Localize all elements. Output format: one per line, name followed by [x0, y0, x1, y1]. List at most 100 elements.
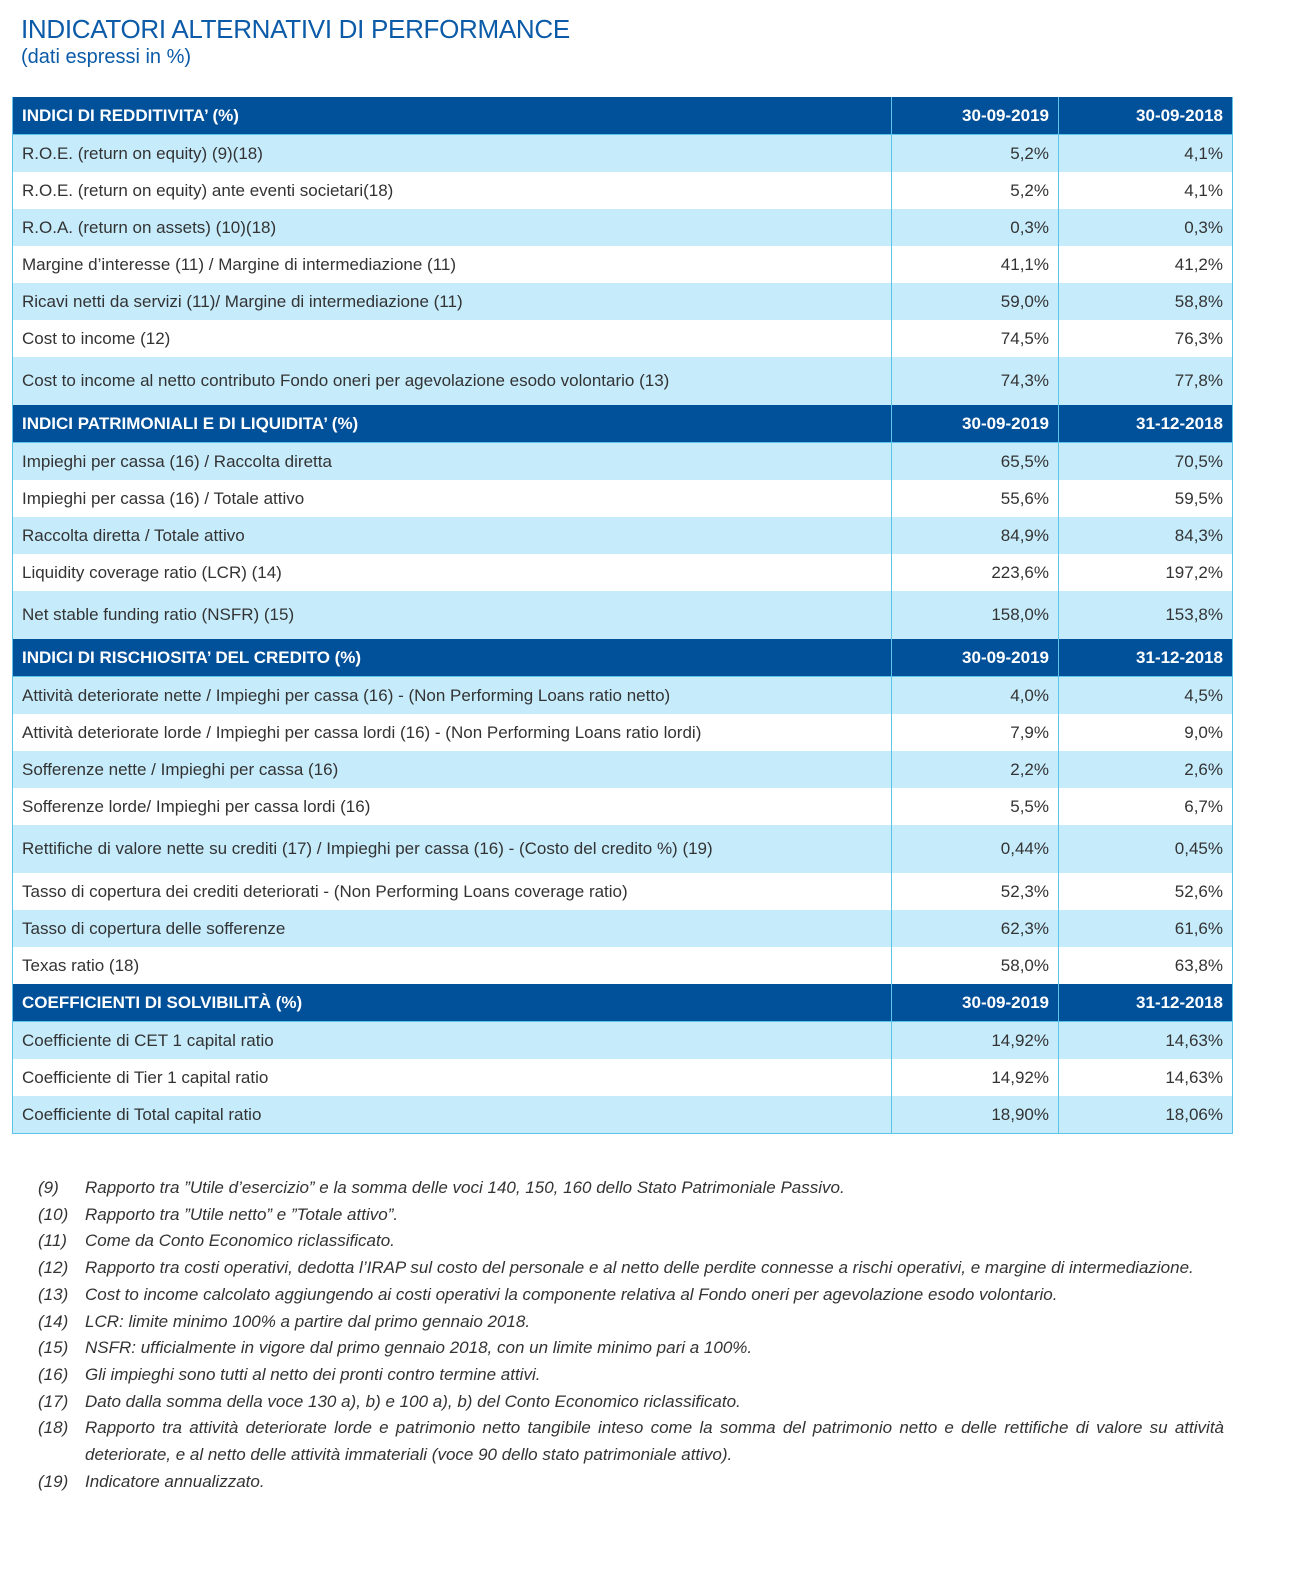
value-previous: 4,1%: [1058, 172, 1233, 209]
footnote-number: (14): [38, 1311, 69, 1331]
value-current: 223,6%: [891, 554, 1059, 591]
value-current: 65,5%: [891, 442, 1059, 480]
value-previous: 153,8%: [1058, 591, 1233, 639]
footnote: (11) Come da Conto Economico riclassifica…: [38, 1228, 1224, 1255]
column-header-date: 31-12-2018: [1058, 639, 1233, 677]
value-current: 74,5%: [891, 320, 1059, 357]
indicator-label: Texas ratio (18): [11, 947, 893, 984]
indicator-label: Attività deteriorate lorde / Impieghi pe…: [11, 714, 893, 751]
column-header-date: 30-09-2019: [891, 984, 1059, 1022]
footnotes: (9) Rapporto tra ”Utile d’esercizio” e la…: [38, 1175, 1224, 1495]
column-header-date: 30-09-2018: [1058, 97, 1233, 135]
value-previous: 197,2%: [1058, 554, 1233, 591]
value-previous: 14,63%: [1058, 1021, 1233, 1059]
footnote-number: (16): [38, 1364, 69, 1384]
table-row: Ricavi netti da servizi (11)/ Margine di…: [11, 283, 1233, 320]
table-row: Margine d’interesse (11) / Margine di in…: [11, 246, 1233, 283]
table-row: Impieghi per cassa (16) / Raccolta diret…: [11, 442, 1233, 480]
footnote: (15) NSFR: ufficialmente in vigore dal pr…: [38, 1335, 1224, 1362]
value-current: 41,1%: [891, 246, 1059, 283]
indicator-label: Sofferenze lorde/ Impieghi per cassa lor…: [11, 788, 893, 825]
footnote-text: LCR: limite minimo 100% a partire dal pr…: [85, 1311, 531, 1331]
footnote-number: (9): [38, 1178, 59, 1197]
indicator-label: Tasso di copertura delle sofferenze: [11, 910, 893, 947]
value-current: 5,2%: [891, 134, 1059, 172]
indicator-label: Impieghi per cassa (16) / Raccolta diret…: [11, 442, 893, 480]
footnote: (14) LCR: limite minimo 100% a partire da…: [38, 1309, 1224, 1336]
footnote-number: (12): [38, 1258, 69, 1278]
section-title: INDICI PATRIMONIALI E DI LIQUIDITA’ (%): [11, 405, 893, 443]
value-previous: 18,06%: [1058, 1096, 1233, 1134]
value-current: 59,0%: [891, 283, 1059, 320]
table-row: Sofferenze nette / Impieghi per cassa (1…: [11, 751, 1233, 788]
value-previous: 58,8%: [1058, 283, 1233, 320]
footnote-number: (11): [38, 1231, 67, 1251]
value-current: 158,0%: [891, 591, 1059, 639]
value-previous: 63,8%: [1058, 947, 1233, 984]
footnote-number: (18): [38, 1418, 69, 1438]
footnote: (16) Gli impieghi sono tutti al netto dei…: [38, 1362, 1224, 1389]
value-current: 14,92%: [891, 1021, 1059, 1059]
value-current: 74,3%: [891, 357, 1059, 405]
value-current: 84,9%: [891, 517, 1059, 554]
section-header: INDICI PATRIMONIALI E DI LIQUIDITA’ (%) 3…: [11, 405, 1233, 443]
footnote: (17) Dato dalla somma della voce 130 a), …: [38, 1389, 1224, 1416]
footnote-text: Rapporto tra ”Utile netto” e ”Totale att…: [85, 1204, 399, 1224]
value-current: 14,92%: [891, 1059, 1059, 1096]
footnote-text: Rapporto tra attività deteriorate lorde …: [85, 1418, 1224, 1465]
indicator-label: Rettifiche di valore nette su crediti (1…: [11, 825, 893, 873]
table-row: Cost to income (12) 74,5% 76,3%: [11, 320, 1233, 357]
section-header: INDICI DI REDDITIVITA’ (%) 30-09-2019 30-0…: [11, 97, 1233, 135]
footnote-number: (10): [38, 1204, 69, 1224]
value-previous: 52,6%: [1058, 873, 1233, 910]
section-header: COEFFICIENTI DI SOLVIBILITÀ (%) 30-09-201…: [11, 984, 1233, 1022]
indicator-label: Net stable funding ratio (NSFR) (15): [11, 591, 893, 639]
value-previous: 59,5%: [1058, 480, 1233, 517]
footnote-number: (13): [38, 1284, 69, 1304]
footnote: (10) Rapporto tra ”Utile netto” e ”Totale…: [38, 1202, 1224, 1229]
page-title: INDICATORI ALTERNATIVI DI PERFORMANCE: [21, 14, 570, 44]
footnote-number: (15): [38, 1338, 69, 1358]
table-row: R.O.E. (return on equity) ante eventi so…: [11, 172, 1233, 209]
section-title: INDICI DI REDDITIVITA’ (%): [11, 97, 893, 135]
table-row: Cost to income al netto contributo Fondo…: [11, 357, 1233, 405]
value-current: 55,6%: [891, 480, 1059, 517]
footnote: (9) Rapporto tra ”Utile d’esercizio” e la…: [38, 1175, 1224, 1202]
value-previous: 4,5%: [1058, 676, 1233, 714]
indicator-label: Coefficiente di CET 1 capital ratio: [11, 1021, 893, 1059]
value-current: 62,3%: [891, 910, 1059, 947]
footnote-text: Rapporto tra ”Utile d’esercizio” e la so…: [85, 1178, 845, 1197]
indicator-label: Ricavi netti da servizi (11)/ Margine di…: [11, 283, 893, 320]
value-previous: 76,3%: [1058, 320, 1233, 357]
footnote-number: (19): [38, 1471, 69, 1491]
footnote: (18) Rapporto tra attività deteriorate lo…: [38, 1415, 1224, 1468]
value-previous: 0,3%: [1058, 209, 1233, 246]
column-header-date: 31-12-2018: [1058, 984, 1233, 1022]
table-row: Tasso di copertura dei crediti deteriora…: [11, 873, 1233, 910]
value-previous: 4,1%: [1058, 134, 1233, 172]
value-current: 0,44%: [891, 825, 1059, 873]
footnote: (13) Cost to income calcolato aggiungendo…: [38, 1282, 1224, 1309]
indicator-label: Cost to income (12): [11, 320, 893, 357]
table-row: Impieghi per cassa (16) / Totale attivo 5…: [11, 480, 1233, 517]
table-row: Coefficiente di Total capital ratio 18,90…: [11, 1096, 1233, 1134]
value-previous: 77,8%: [1058, 357, 1233, 405]
table-row: Tasso di copertura delle sofferenze 62,3%…: [11, 910, 1233, 947]
table-row: Net stable funding ratio (NSFR) (15) 158,…: [11, 591, 1233, 639]
table-row: Attività deteriorate lorde / Impieghi pe…: [11, 714, 1233, 751]
table-row: Attività deteriorate nette / Impieghi pe…: [11, 676, 1233, 714]
indicator-label: Coefficiente di Total capital ratio: [11, 1096, 893, 1134]
value-current: 2,2%: [891, 751, 1059, 788]
value-previous: 84,3%: [1058, 517, 1233, 554]
value-current: 0,3%: [891, 209, 1059, 246]
footnote-text: Dato dalla somma della voce 130 a), b) e…: [85, 1391, 741, 1411]
footnote-text: Rapporto tra costi operativi, dedotta l’…: [85, 1258, 1194, 1278]
value-current: 58,0%: [891, 947, 1059, 984]
indicator-label: Cost to income al netto contributo Fondo…: [11, 357, 893, 405]
indicator-label: Raccolta diretta / Totale attivo: [11, 517, 893, 554]
table-row: R.O.A. (return on assets) (10)(18) 0,3% 0,…: [11, 209, 1233, 246]
footnote-text: Gli impieghi sono tutti al netto dei pro…: [85, 1364, 541, 1384]
table-row: Coefficiente di CET 1 capital ratio 14,92…: [11, 1021, 1233, 1059]
section-header: INDICI DI RISCHIOSITA’ DEL CREDITO (%) 30…: [11, 639, 1233, 677]
table-row: R.O.E. (return on equity) (9)(18) 5,2% 4,1…: [11, 134, 1233, 172]
